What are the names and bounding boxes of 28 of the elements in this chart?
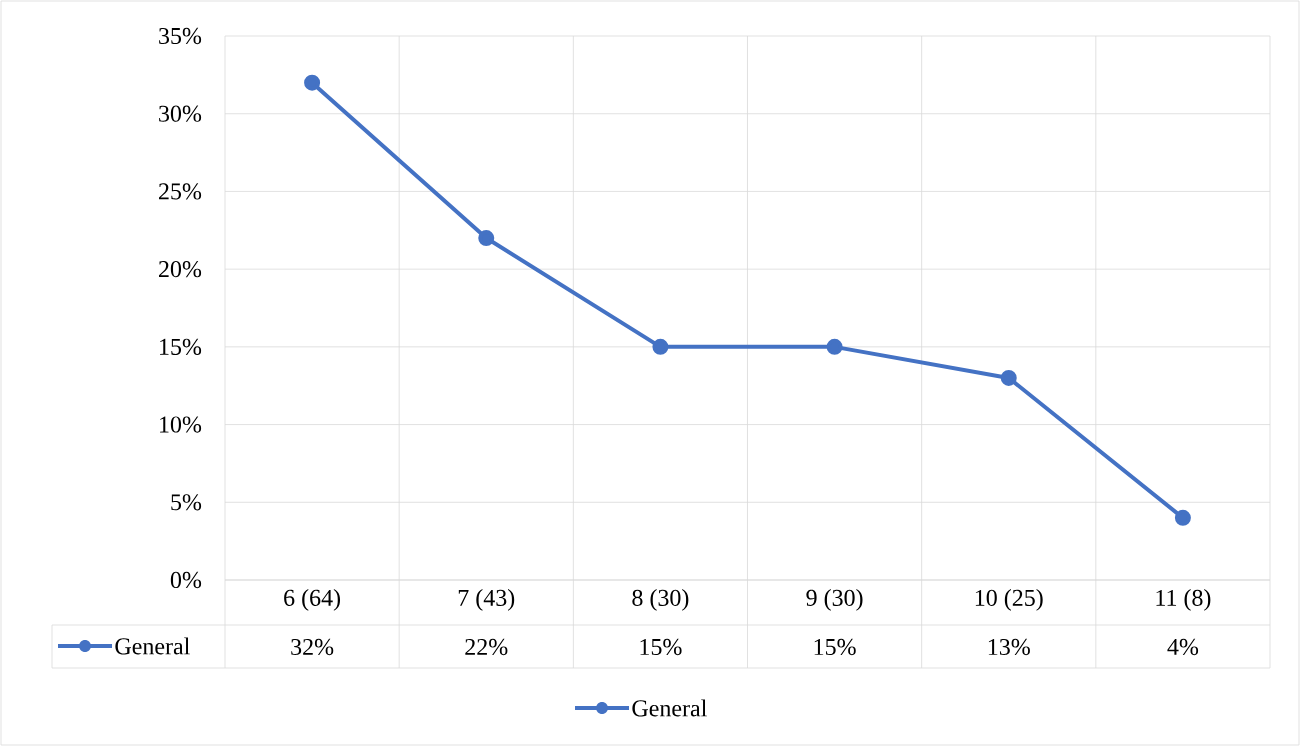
y-tick-label: 5% xyxy=(171,494,202,511)
x-tick-label: 8 (30) xyxy=(632,589,689,611)
text: General xyxy=(632,699,707,717)
text: 32% xyxy=(291,638,334,656)
point xyxy=(478,230,495,247)
x-tick-label: 9 (30) xyxy=(806,589,863,611)
point xyxy=(1000,369,1017,386)
legend-label: General xyxy=(115,637,190,655)
y-tick-label: 0% xyxy=(170,571,202,589)
y-tick-label: 35% xyxy=(159,27,202,45)
point xyxy=(652,338,669,355)
x-tick-label: 7 (43) xyxy=(458,589,515,611)
text: 4% xyxy=(1167,638,1199,656)
point xyxy=(304,74,321,91)
y-tick-label: 10% xyxy=(160,416,202,433)
text: 22% xyxy=(465,638,508,656)
point xyxy=(1174,509,1191,526)
text: 13% xyxy=(988,638,1030,656)
x-tick-label: 11 (8) xyxy=(1156,589,1211,611)
y-tick-label: 30% xyxy=(159,105,202,122)
text: 15% xyxy=(814,638,856,656)
text: 15% xyxy=(640,638,682,656)
point xyxy=(826,338,843,355)
x-tick-label: 10 (25) xyxy=(975,589,1043,611)
y-tick-label: 15% xyxy=(160,338,202,355)
y-tick-label: 20% xyxy=(159,261,202,278)
y-tick-label: 25% xyxy=(159,183,202,200)
x-tick-label: 6 (64) xyxy=(284,589,341,611)
